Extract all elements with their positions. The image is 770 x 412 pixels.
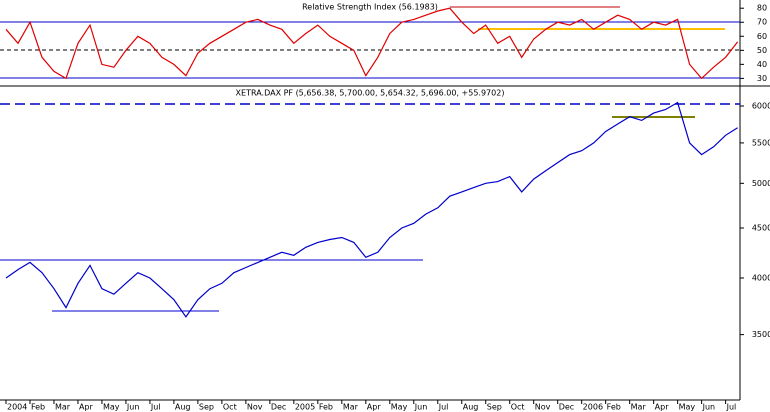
x-tick-label: Dec — [559, 403, 574, 412]
x-tick-label: Apr — [367, 403, 382, 412]
x-tick-label: Oct — [511, 403, 525, 412]
x-tick-label: Feb — [607, 403, 621, 412]
y-tick-label: 5500 — [752, 138, 770, 147]
y-tick-label: 40 — [757, 60, 767, 69]
x-tick-label: Apr — [655, 403, 670, 412]
price-title: XETRA.DAX PF (5,656.38, 5,700.00, 5,654.… — [236, 89, 505, 98]
data-line — [5, 7, 739, 80]
x-tick-label: May — [391, 403, 408, 412]
x-tick-label: Mar — [55, 403, 71, 412]
y-tick-label: 3500 — [752, 330, 770, 339]
x-tick-label: Jun — [126, 403, 140, 412]
x-tick-label: Jul — [438, 403, 449, 412]
y-tick-label: 5000 — [752, 179, 770, 188]
x-tick-label: Feb — [31, 403, 45, 412]
x-tick-label: Aug — [463, 403, 479, 412]
x-tick-label: Apr — [79, 403, 94, 412]
y-tick-label: 4500 — [752, 224, 770, 233]
x-tick-label: 2006 — [583, 403, 603, 412]
x-tick-label: 2004 — [7, 403, 27, 412]
x-tick-label: 2005 — [295, 403, 315, 412]
x-tick-label: Dec — [271, 403, 286, 412]
x-tick-label: Nov — [535, 403, 551, 412]
x-tick-label: May — [103, 403, 120, 412]
x-tick-label: Jun — [702, 403, 716, 412]
x-tick-label: Sep — [487, 403, 502, 412]
y-tick-label: 6000 — [752, 101, 770, 110]
rsi-title: Relative Strength Index (56.1983) — [302, 3, 438, 12]
y-tick-label: 4000 — [752, 273, 770, 282]
x-tick-label: Jun — [414, 403, 428, 412]
x-tick-label: May — [679, 403, 696, 412]
y-tick-label: 70 — [757, 18, 767, 27]
x-tick-label: Sep — [199, 403, 214, 412]
x-tick-label: Feb — [319, 403, 333, 412]
x-tick-label: Oct — [223, 403, 237, 412]
x-tick-label: Jul — [726, 403, 737, 412]
x-tick-label: Nov — [247, 403, 263, 412]
y-tick-label: 80 — [757, 4, 767, 13]
y-tick-label: 30 — [757, 74, 767, 83]
y-tick-label: 60 — [757, 32, 767, 41]
data-line — [5, 101, 738, 318]
x-tick-label: Mar — [343, 403, 359, 412]
x-tick-label: Aug — [175, 403, 191, 412]
y-tick-label: 50 — [757, 46, 767, 55]
x-tick-label: Jul — [150, 403, 161, 412]
x-tick-label: Mar — [631, 403, 647, 412]
